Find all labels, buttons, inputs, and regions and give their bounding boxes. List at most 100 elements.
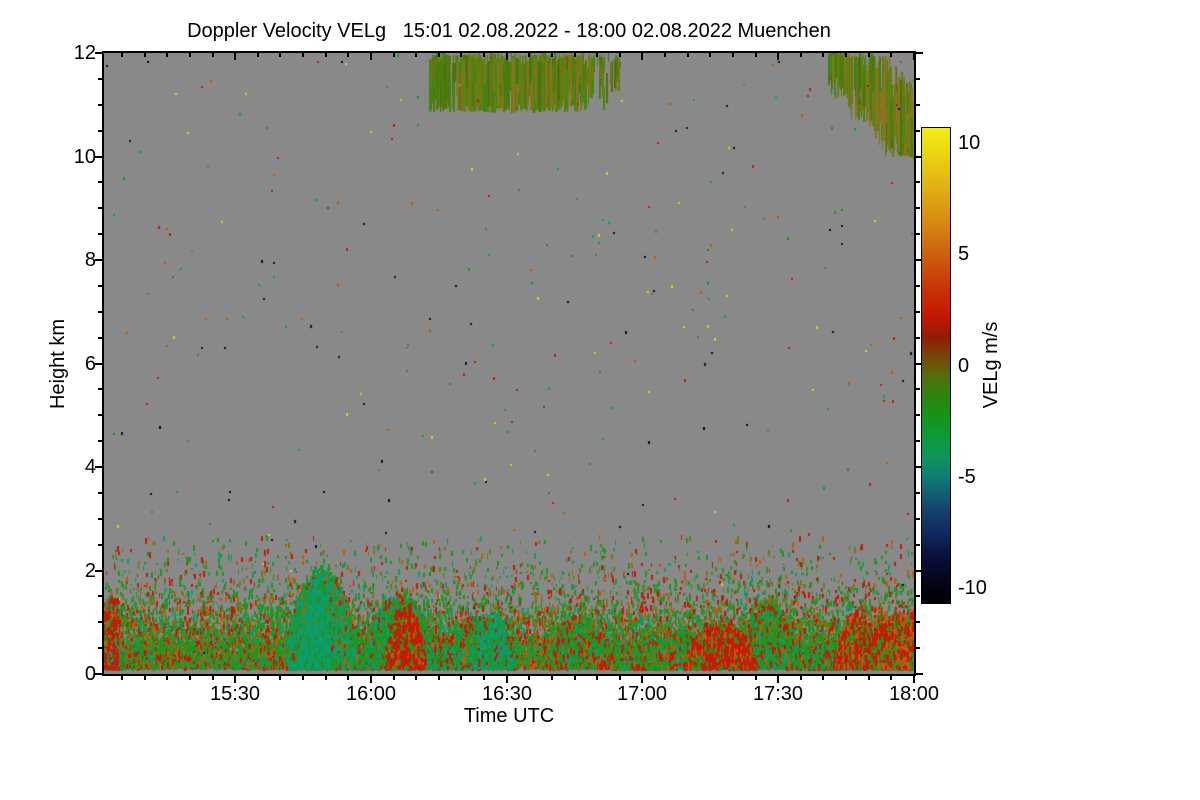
colorbar-tick-label: 0 xyxy=(958,355,970,377)
x-minor-tick-top xyxy=(619,53,621,57)
x-major-tick xyxy=(370,676,372,683)
y-tick-label: 12 xyxy=(73,42,96,64)
x-minor-tick-top xyxy=(438,53,440,57)
y-minor-tick xyxy=(98,311,102,313)
x-tick-label: 17:30 xyxy=(752,683,804,705)
x-minor-tick-top xyxy=(755,53,757,57)
x-minor-tick xyxy=(800,676,802,680)
y-minor-tick-right xyxy=(916,207,920,209)
x-minor-tick xyxy=(845,676,847,680)
x-minor-tick-top xyxy=(664,53,666,57)
heatmap-canvas xyxy=(104,53,914,674)
y-minor-tick xyxy=(98,414,102,416)
x-minor-tick-top xyxy=(596,53,598,57)
x-minor-tick xyxy=(574,676,576,680)
x-major-tick-top xyxy=(370,53,372,60)
x-minor-tick-top xyxy=(302,53,304,57)
x-tick-label: 16:30 xyxy=(481,683,533,705)
x-tick-label: 16:00 xyxy=(345,683,397,705)
x-minor-tick xyxy=(415,676,417,680)
x-minor-tick-top xyxy=(845,53,847,57)
x-minor-tick xyxy=(732,676,734,680)
y-minor-tick-right xyxy=(916,414,920,416)
y-minor-tick-right xyxy=(916,233,920,235)
x-minor-tick-top xyxy=(257,53,259,57)
x-major-tick-top xyxy=(913,53,915,60)
x-minor-tick-top xyxy=(166,53,168,57)
y-minor-tick xyxy=(98,544,102,546)
y-major-tick xyxy=(95,259,102,261)
y-major-tick xyxy=(95,363,102,365)
x-major-tick xyxy=(234,676,236,683)
x-major-tick xyxy=(506,676,508,683)
x-minor-tick-top xyxy=(709,53,711,57)
colorbar-gradient xyxy=(922,128,950,603)
y-tick-label: 10 xyxy=(73,146,96,168)
x-minor-tick xyxy=(755,676,757,680)
x-minor-tick xyxy=(279,676,281,680)
x-minor-tick-top xyxy=(551,53,553,57)
y-major-tick xyxy=(95,673,102,675)
x-minor-tick xyxy=(393,676,395,680)
x-minor-tick-top xyxy=(393,53,395,57)
y-major-tick xyxy=(95,52,102,54)
x-minor-tick-top xyxy=(460,53,462,57)
x-major-tick-top xyxy=(506,53,508,60)
y-major-tick-right xyxy=(916,673,923,675)
x-tick-label: 15:30 xyxy=(209,683,261,705)
y-minor-tick xyxy=(98,78,102,80)
y-major-tick xyxy=(95,466,102,468)
x-minor-tick-top xyxy=(189,53,191,57)
colorbar-tick-label: -5 xyxy=(958,466,976,488)
x-major-tick xyxy=(777,676,779,683)
y-minor-tick xyxy=(98,440,102,442)
x-minor-tick xyxy=(483,676,485,680)
x-major-tick-top xyxy=(234,53,236,60)
y-minor-tick-right xyxy=(916,104,920,106)
x-major-tick xyxy=(913,676,915,683)
y-minor-tick-right xyxy=(916,285,920,287)
y-minor-tick xyxy=(98,337,102,339)
y-minor-tick xyxy=(98,595,102,597)
y-minor-tick xyxy=(98,207,102,209)
y-major-tick-right xyxy=(916,466,923,468)
x-minor-tick-top xyxy=(144,53,146,57)
y-tick-label: 6 xyxy=(84,353,96,375)
x-minor-tick-top xyxy=(483,53,485,57)
x-minor-tick-top xyxy=(822,53,824,57)
x-minor-tick-top xyxy=(279,53,281,57)
x-minor-tick xyxy=(347,676,349,680)
y-major-tick-right xyxy=(916,156,923,158)
x-minor-tick xyxy=(189,676,191,680)
x-minor-tick xyxy=(257,676,259,680)
x-major-tick xyxy=(641,676,643,683)
y-tick-label: 4 xyxy=(84,456,96,478)
y-minor-tick xyxy=(98,621,102,623)
chart-title: Doppler Velocity VELg 15:01 02.08.2022 -… xyxy=(187,20,831,42)
x-minor-tick xyxy=(528,676,530,680)
x-minor-tick-top xyxy=(890,53,892,57)
x-minor-tick xyxy=(619,676,621,680)
y-minor-tick xyxy=(98,388,102,390)
x-minor-tick xyxy=(551,676,553,680)
y-minor-tick xyxy=(98,647,102,649)
x-minor-tick-top xyxy=(121,53,123,57)
y-minor-tick-right xyxy=(916,440,920,442)
y-tick-label: 2 xyxy=(84,560,96,582)
y-major-tick xyxy=(95,570,102,572)
y-tick-label: 8 xyxy=(84,249,96,271)
x-minor-tick-top xyxy=(732,53,734,57)
y-minor-tick-right xyxy=(916,595,920,597)
y-minor-tick-right xyxy=(916,181,920,183)
y-minor-tick-right xyxy=(916,544,920,546)
x-tick-label: 17:00 xyxy=(616,683,668,705)
x-minor-tick-top xyxy=(415,53,417,57)
y-minor-tick xyxy=(98,285,102,287)
x-tick-label: 18:00 xyxy=(888,683,940,705)
x-minor-tick xyxy=(166,676,168,680)
x-major-tick-top xyxy=(641,53,643,60)
y-minor-tick-right xyxy=(916,621,920,623)
y-major-tick xyxy=(95,156,102,158)
y-minor-tick xyxy=(98,104,102,106)
